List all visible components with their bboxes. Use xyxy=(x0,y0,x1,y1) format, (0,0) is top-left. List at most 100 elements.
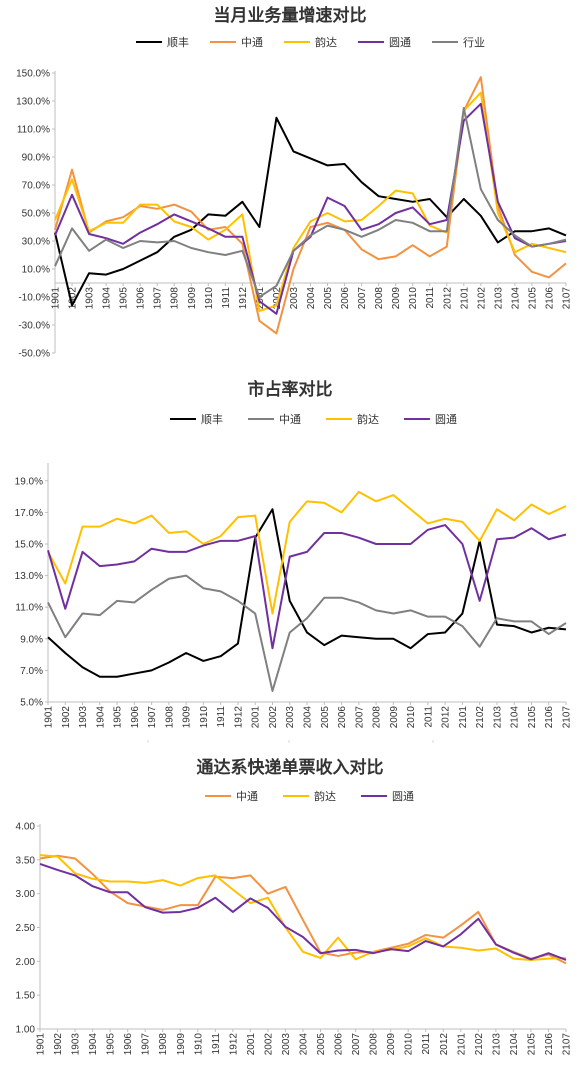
x-tick-label: 1906 xyxy=(130,706,141,729)
y-tick-label: 150.0% xyxy=(16,69,50,80)
x-tick-label: 2105 xyxy=(527,287,538,310)
x-tick-label: 1912 xyxy=(228,1033,239,1056)
x-tick-label: 2003 xyxy=(281,1033,292,1056)
x-tick-label: 1911 xyxy=(211,1033,222,1055)
legend-item: 圆通 xyxy=(361,790,414,803)
y-tick-label: 13.0% xyxy=(15,571,43,582)
x-tick-label: 2008 xyxy=(372,706,383,729)
x-tick-label: 1903 xyxy=(85,287,96,310)
legend-item: 圆通 xyxy=(358,36,411,49)
legend-item: 韵达 xyxy=(284,35,337,49)
x-tick-label: 1909 xyxy=(182,706,193,729)
x-tick-label: 2101 xyxy=(456,1033,467,1056)
x-tick-label: 2107 xyxy=(562,1033,573,1056)
x-tick-label: 2002 xyxy=(268,706,279,729)
x-tick-label: 1907 xyxy=(147,706,158,729)
legend-label: 中通 xyxy=(279,413,301,426)
x-tick-label: 1910 xyxy=(204,287,215,310)
x-tick-label: 2001 xyxy=(246,1033,257,1056)
y-tick-label: 1.00 xyxy=(16,1025,36,1036)
x-tick-label: 1910 xyxy=(199,706,210,729)
series-line xyxy=(39,854,567,961)
x-tick-label: 2103 xyxy=(491,1033,502,1056)
legend-item: 顺丰 xyxy=(136,36,189,49)
series-line xyxy=(47,524,567,650)
y-tick-label: 2.00 xyxy=(16,957,36,968)
legend-label: 顺丰 xyxy=(201,413,223,426)
legend-label: 韵达 xyxy=(314,789,336,803)
y-tick-label: 11.0% xyxy=(15,603,43,614)
x-tick-label: 1904 xyxy=(95,706,106,729)
series-line xyxy=(54,91,567,312)
x-tick-label: 2011 xyxy=(425,287,436,309)
y-tick-label: 19.0% xyxy=(15,476,43,487)
x-tick-label: 1902 xyxy=(61,706,72,729)
x-tick-label: 1906 xyxy=(136,287,147,310)
legend-item: 圆通 xyxy=(404,413,457,426)
x-tick-label: 2004 xyxy=(303,706,314,729)
x-tick-label: 2105 xyxy=(526,1033,537,1056)
y-tick-label: 3.00 xyxy=(16,889,36,900)
legend-label: 韵达 xyxy=(357,412,379,426)
legend-item: 中通 xyxy=(248,413,301,426)
series-line xyxy=(47,508,567,678)
series-line xyxy=(39,862,567,961)
y-tick-label: 110.0% xyxy=(17,125,50,136)
legend-label: 中通 xyxy=(236,790,258,803)
legend-label: 行业 xyxy=(463,36,485,49)
x-tick-label: 2011 xyxy=(421,1033,432,1055)
x-tick-label: 2103 xyxy=(492,706,503,729)
x-tick-label: 2008 xyxy=(369,1033,380,1056)
x-tick-label: 2004 xyxy=(306,287,317,310)
y-tick-label: 10.0% xyxy=(22,265,50,276)
x-tick-label: 1905 xyxy=(119,287,130,310)
legend-item: 中通 xyxy=(205,790,258,803)
y-tick-label: 5.0% xyxy=(20,698,43,709)
x-tick-label: 2006 xyxy=(337,706,348,729)
x-tick-label: 1905 xyxy=(113,706,124,729)
x-tick-label: 2001 xyxy=(255,287,266,310)
x-tick-label: 2104 xyxy=(510,706,521,729)
x-tick-label: 2005 xyxy=(316,1033,327,1056)
x-tick-label: 2006 xyxy=(334,1033,345,1056)
x-tick-label: 1903 xyxy=(71,1033,82,1056)
x-tick-label: 2001 xyxy=(251,706,262,729)
chart-title: 市占率对比 xyxy=(248,379,333,400)
series-line xyxy=(54,116,567,307)
series-line xyxy=(47,574,567,692)
y-tick-label: -50.0% xyxy=(18,349,50,360)
x-tick-label: 2103 xyxy=(493,287,504,310)
series-line xyxy=(47,490,567,615)
x-tick-label: 1911 xyxy=(216,706,227,728)
legend-item: 中通 xyxy=(210,36,263,49)
y-tick-label: 130.0% xyxy=(16,97,50,108)
x-tick-label: 2011 xyxy=(423,706,434,728)
x-tick-label: 2004 xyxy=(299,1033,310,1056)
x-tick-label: 1902 xyxy=(68,287,79,310)
chart-title: 通达系快递单票收入对比 xyxy=(197,757,384,778)
x-tick-label: 2002 xyxy=(263,1033,274,1056)
x-tick-label: 2010 xyxy=(406,706,417,729)
legend-item: 顺丰 xyxy=(170,413,223,426)
y-tick-label: 15.0% xyxy=(15,540,43,551)
y-tick-label: 70.0% xyxy=(22,181,50,192)
x-tick-label: 2005 xyxy=(320,706,331,729)
x-tick-label: 1910 xyxy=(193,1033,204,1056)
y-tick-label: 7.0% xyxy=(20,666,43,677)
x-tick-label: 1908 xyxy=(158,1033,169,1056)
y-tick-label: -10.0% xyxy=(18,293,50,304)
x-tick-label: 1908 xyxy=(170,287,181,310)
x-tick-label: 2007 xyxy=(354,706,365,729)
x-tick-label: 2104 xyxy=(510,287,521,310)
x-tick-label: 2106 xyxy=(544,706,555,729)
y-tick-label: 3.50 xyxy=(16,855,36,866)
legend-item: 韵达 xyxy=(283,789,336,803)
y-tick-label: 1.50 xyxy=(16,991,36,1002)
x-tick-label: 1909 xyxy=(176,1033,187,1056)
series-line xyxy=(54,102,567,315)
x-tick-label: 1901 xyxy=(44,706,55,729)
x-tick-label: 2106 xyxy=(544,1033,555,1056)
